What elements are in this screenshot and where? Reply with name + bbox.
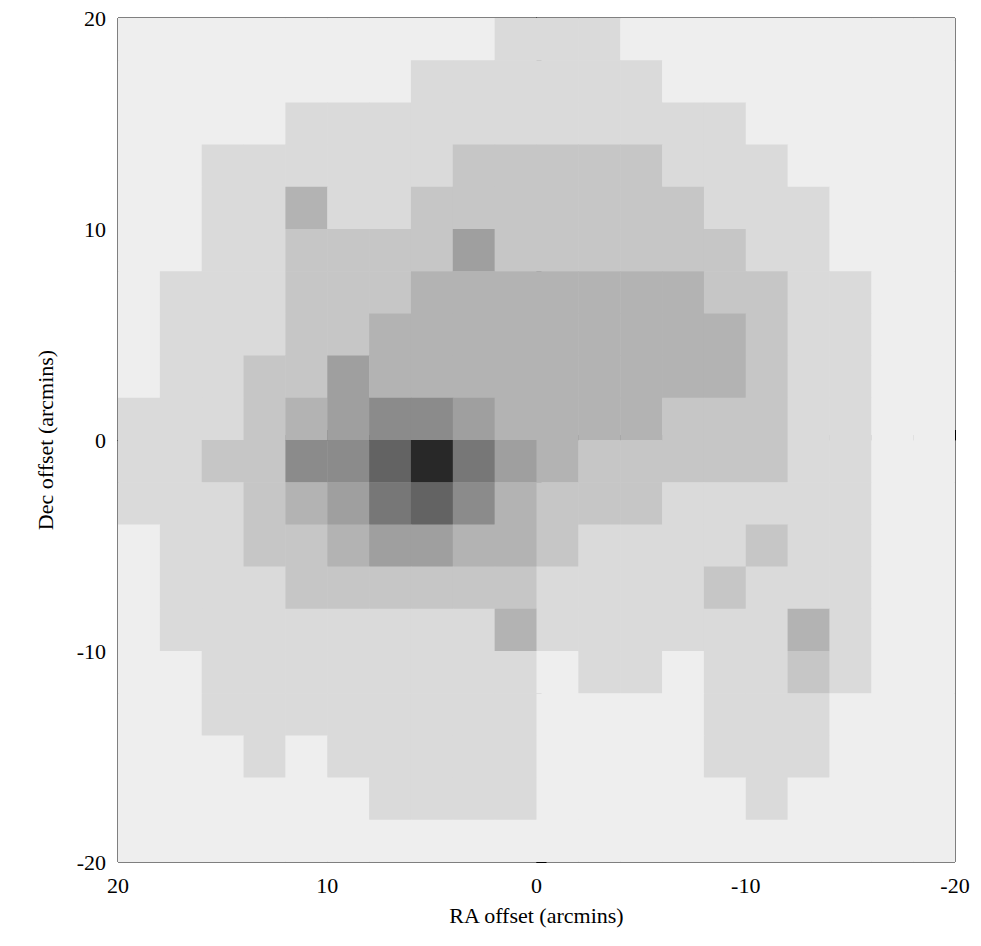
svg-text:10: 10 (316, 873, 338, 898)
svg-text:-10: -10 (77, 639, 106, 664)
svg-text:0: 0 (531, 873, 542, 898)
svg-text:-10: -10 (731, 873, 760, 898)
svg-text:Dec offset (arcmins): Dec offset (arcmins) (33, 350, 58, 530)
svg-text:RA offset (arcmins): RA offset (arcmins) (449, 903, 623, 928)
svg-text:20: 20 (107, 873, 129, 898)
svg-text:-20: -20 (77, 850, 106, 875)
svg-text:-20: -20 (940, 873, 969, 898)
svg-text:10: 10 (84, 217, 106, 242)
svg-text:0: 0 (95, 428, 106, 453)
svg-text:20: 20 (84, 6, 106, 31)
